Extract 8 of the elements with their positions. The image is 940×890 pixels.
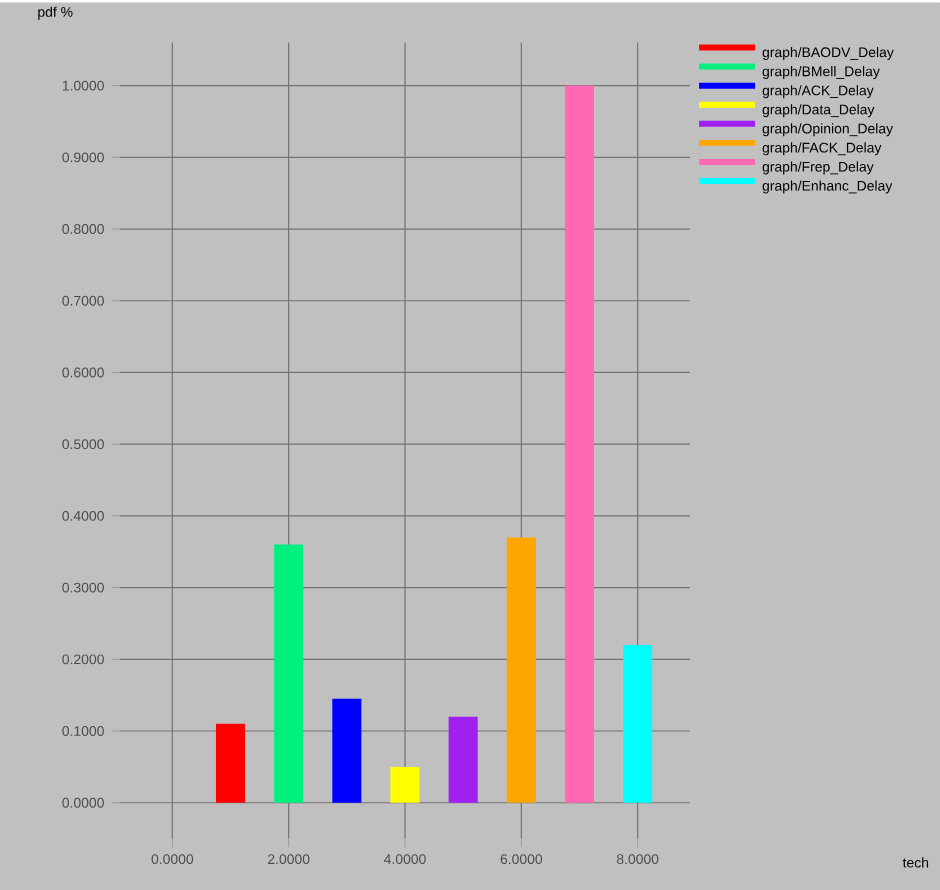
bar <box>274 544 304 803</box>
bar <box>564 85 595 803</box>
bar <box>623 644 653 803</box>
bar <box>332 698 362 803</box>
bar <box>448 716 478 803</box>
bar <box>506 537 536 803</box>
bar <box>215 723 246 803</box>
bar <box>390 766 420 803</box>
